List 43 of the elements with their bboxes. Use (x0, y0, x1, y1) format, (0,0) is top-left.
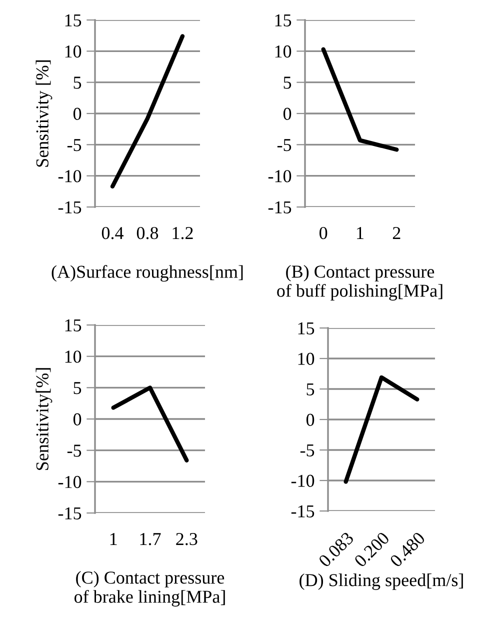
y-tick-label: -10 (58, 170, 82, 182)
x-tick-label: 0 (320, 226, 328, 240)
y-tick-label: 10 (275, 45, 292, 58)
y-tick-label: -5 (300, 444, 314, 456)
y-tick-label: -15 (58, 507, 82, 520)
y-tick-label: -10 (58, 476, 82, 488)
y-tick-label: -10 (268, 170, 292, 182)
y-tick-label: -5 (67, 139, 82, 152)
x-tick-label: 1.7 (140, 533, 161, 546)
y-tick-label: 0 (306, 414, 314, 426)
y-tick-label: 0 (73, 108, 82, 120)
y-tick-label: 5 (306, 383, 314, 396)
y-tick-label: 15 (65, 319, 82, 332)
y-tick-label: 0 (283, 108, 292, 120)
y-tick-label: 15 (65, 14, 82, 26)
y-axis-title: Sensitivity[%] (36, 368, 52, 470)
y-tick-label: -15 (291, 505, 314, 518)
y-tick-label: 10 (298, 352, 314, 365)
y-axis-title: Sensitivity [%] (36, 60, 52, 167)
x-axis-title: (C) Contact pressure of brake lining[MPa] (74, 571, 225, 607)
y-tick-label: 15 (275, 14, 292, 26)
y-tick-label: -5 (67, 444, 82, 457)
y-tick-label: 5 (74, 382, 82, 394)
y-tick-label: -10 (291, 474, 314, 487)
x-tick-label: 1 (357, 227, 364, 239)
x-axis-title: (B) Contact pressure of buff polishing[MPa] (277, 265, 442, 301)
x-axis-title: (D) Sliding speed[m/s] (300, 574, 463, 590)
y-tick-label: 0 (73, 413, 82, 426)
x-tick-label: 0.8 (136, 226, 158, 240)
y-tick-label: 5 (74, 76, 82, 89)
y-tick-label: 5 (284, 76, 292, 89)
x-tick-label: 2.3 (176, 533, 198, 546)
x-tick-label: 0.4 (102, 226, 124, 240)
y-tick-label: 10 (65, 45, 82, 58)
x-axis-title: (A)Surface roughness[nm] (52, 265, 243, 282)
y-tick-label: 10 (65, 350, 82, 363)
y-tick-label: -15 (58, 201, 82, 214)
y-tick-label: -15 (268, 201, 292, 214)
y-tick-label: 15 (298, 322, 314, 334)
x-tick-label: 2 (392, 227, 400, 239)
x-tick-label: 1 (110, 533, 117, 545)
x-tick-label: 1.2 (172, 227, 193, 240)
y-tick-label: -5 (277, 139, 292, 152)
